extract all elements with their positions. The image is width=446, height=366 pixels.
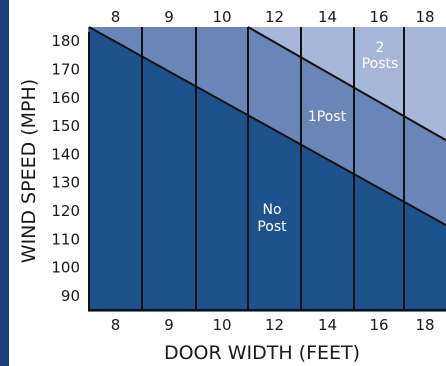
y-tick-label: 130 (51, 174, 80, 192)
top-tick-label: 12 (265, 8, 284, 26)
left-accent-bar (0, 0, 9, 366)
region-label-no-post-line1: No (262, 202, 281, 218)
bottom-tick-labels: 8 9 10 12 14 16 18 (111, 316, 435, 334)
y-tick-label: 170 (51, 60, 80, 78)
top-tick-label: 8 (111, 8, 121, 26)
y-tick-label: 160 (51, 89, 80, 107)
boundary-line-one-post (247, 26, 446, 142)
bottom-tick-label: 9 (164, 316, 174, 334)
top-tick-label: 16 (369, 8, 388, 26)
y-tick-label: 150 (51, 117, 80, 135)
region-label-no-post-line2: Post (257, 219, 287, 235)
y-tick-label: 120 (51, 202, 80, 220)
bottom-tick-label: 16 (369, 316, 388, 334)
bottom-tick-label: 12 (265, 316, 284, 334)
y-tick-label: 180 (51, 32, 80, 50)
top-tick-label: 18 (415, 8, 434, 26)
y-axis-title: WIND SPEED (MPH) (18, 79, 40, 263)
bottom-tick-label: 18 (415, 316, 434, 334)
boundary-line-no-post (88, 26, 446, 226)
region-label-one-post: 1Post (308, 109, 347, 125)
region-no-post (89, 27, 446, 310)
top-tick-labels: 8 9 10 12 14 16 18 (111, 8, 435, 26)
top-tick-label: 9 (164, 8, 174, 26)
x-axis-title: DOOR WIDTH (FEET) (164, 342, 360, 364)
bottom-tick-label: 14 (318, 316, 337, 334)
top-tick-label: 14 (318, 8, 337, 26)
region-label-two-posts-line2: Posts (362, 56, 399, 72)
top-tick-label: 10 (212, 8, 231, 26)
y-tick-label: 100 (51, 259, 80, 277)
y-tick-label: 90 (61, 287, 80, 305)
column-dividers (141, 27, 405, 310)
bottom-tick-label: 8 (111, 316, 121, 334)
y-tick-label: 110 (51, 230, 80, 248)
bottom-tick-label: 10 (212, 316, 231, 334)
region-label-two-posts-line1: 2 (376, 40, 385, 56)
y-tick-labels: 180 170 160 150 140 130 120 110 100 90 (51, 32, 80, 305)
y-tick-label: 140 (51, 145, 80, 163)
